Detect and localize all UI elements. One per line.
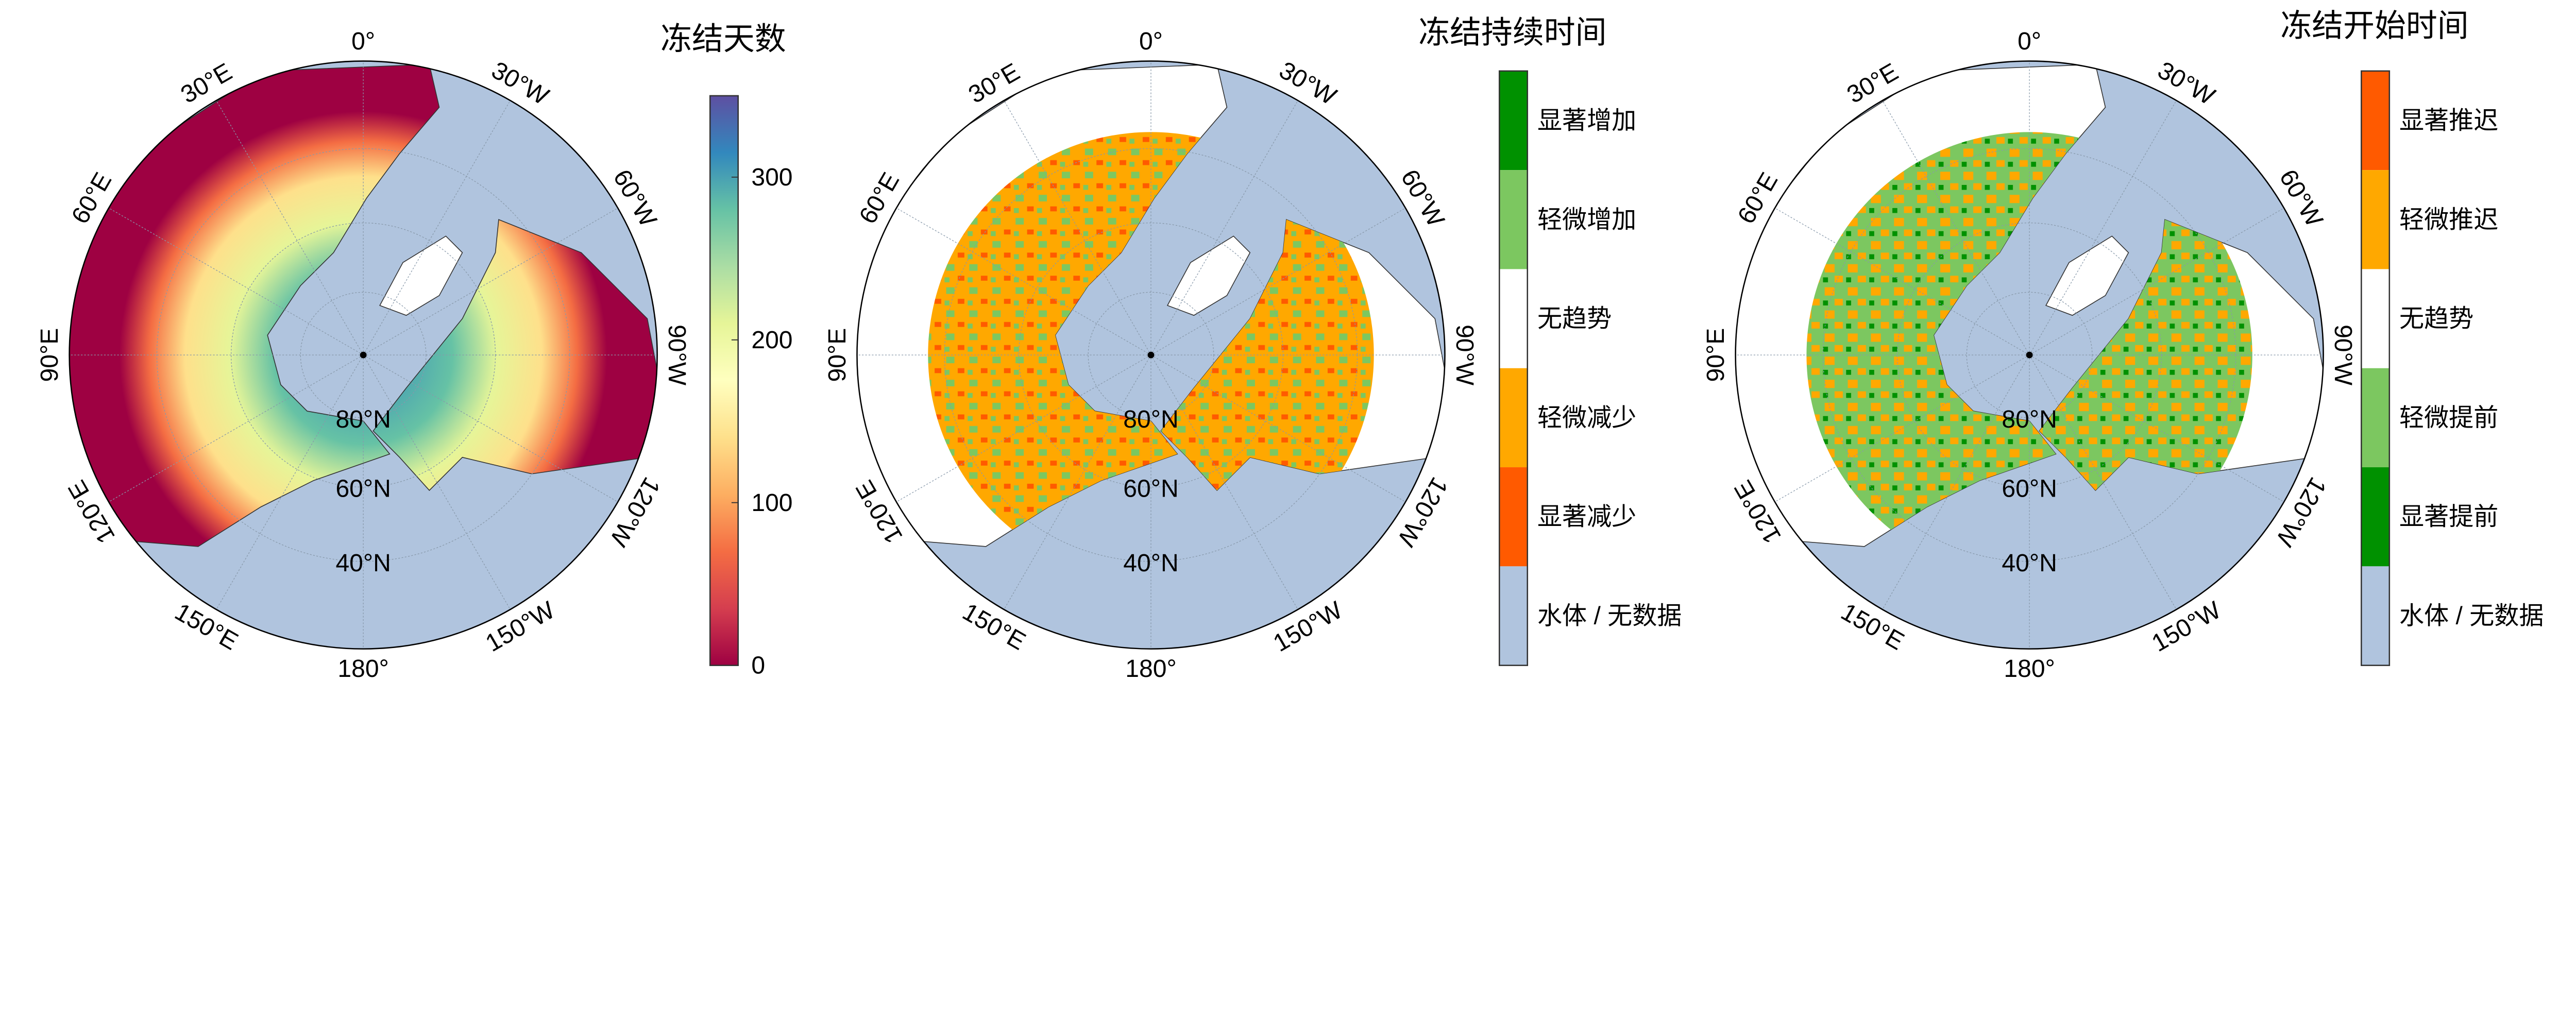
latitude-label: 80°N: [335, 405, 391, 433]
legend-label: 轻微减少: [1537, 404, 1636, 432]
meridian-line: [363, 208, 618, 355]
legend-swatch: [1499, 170, 1528, 269]
longitude-label: 90°E: [1702, 328, 1730, 382]
legend-swatch: [1499, 71, 1528, 171]
meridian-line: [216, 354, 364, 610]
colorbar-tick-label: 0: [751, 652, 765, 679]
legend-label: 显著增加: [1537, 107, 1636, 134]
latitude-label: 80°N: [1123, 405, 1178, 433]
legend-label: 轻微增加: [1537, 206, 1636, 233]
legend-swatch: [2361, 368, 2389, 468]
colorbar: [709, 95, 739, 666]
map-frame: [1735, 60, 2324, 650]
greenland-landmass: [379, 235, 463, 316]
meridian-line: [1150, 100, 1298, 355]
legend-label: 显著提前: [2399, 503, 2498, 531]
latitude-label: 40°N: [1123, 549, 1178, 577]
map-frame: [856, 60, 1446, 650]
longitude-label: 180°: [1125, 655, 1176, 683]
longitude-label: 180°: [337, 655, 388, 683]
meridian-line: [1150, 354, 1406, 502]
meridian-line: [216, 100, 364, 355]
map-panel-1: 80°N60°N40°N0°30°E60°E90°E120°E150°E180°…: [36, 27, 691, 683]
longitude-label: 0°: [2018, 27, 2041, 55]
panel-title: 冻结开始时间: [2280, 8, 2468, 43]
latitude-label: 40°N: [2002, 549, 2057, 577]
legend-label: 水体 / 无数据: [1537, 602, 1682, 630]
longitude-label: 180°: [2004, 655, 2055, 683]
legend-label: 水体 / 无数据: [2399, 602, 2544, 630]
meridian-line: [363, 354, 511, 610]
greenland-landmass: [1166, 235, 1251, 316]
legend-label: 无趋势: [2399, 305, 2473, 333]
legend-swatch: [1499, 368, 1528, 468]
meridian-line: [363, 354, 618, 502]
map-panel-3: 80°N60°N40°N0°30°E60°E90°E120°E150°E180°…: [1702, 27, 2357, 683]
legend-label: 轻微提前: [2399, 404, 2498, 432]
colorbar-tick-label: 200: [751, 326, 792, 354]
north-pole-marker: [1147, 351, 1155, 359]
latitude-label: 60°N: [1123, 475, 1178, 503]
latitude-label: 40°N: [335, 549, 391, 577]
longitude-label: 90°E: [36, 328, 63, 382]
legend-swatch: [1499, 467, 1528, 567]
meridian-line: [1882, 354, 2030, 610]
legend-label: 显著推迟: [2399, 107, 2498, 134]
legend-swatch: [1499, 566, 1528, 666]
longitude-label: 0°: [351, 27, 375, 55]
legend-label: 显著减少: [1537, 503, 1636, 531]
north-pole-marker: [2026, 351, 2033, 359]
map-frame: [69, 60, 658, 650]
meridian-line: [108, 208, 364, 355]
longitude-label: 90°E: [823, 328, 851, 382]
panels: 80°N60°N40°N0°30°E60°E90°E120°E150°E180°…: [36, 8, 2544, 683]
longitude-label: 90°W: [1451, 325, 1479, 386]
panel-title: 冻结持续时间: [1418, 14, 1606, 49]
legend-frame: [1498, 70, 1529, 666]
meridian-line: [2029, 354, 2177, 610]
meridian-line: [108, 354, 364, 502]
figure: 80°N60°N40°N0°30°E60°E90°E120°E150°E180°…: [36, 8, 2544, 683]
legend-swatch: [1499, 269, 1528, 368]
legend-swatch: [2361, 269, 2389, 368]
longitude-label: 0°: [1139, 27, 1163, 55]
meridian-line: [1150, 208, 1406, 355]
colorbar-tick-label: 300: [751, 163, 792, 191]
meridian-line: [363, 100, 511, 355]
meridian-line: [1882, 100, 2030, 355]
north-pole-marker: [360, 351, 367, 359]
meridian-line: [1150, 354, 1298, 610]
panel-title: 冻结天数: [660, 21, 786, 56]
meridian-line: [2029, 100, 2177, 355]
map-panel-2: 80°N60°N40°N0°30°E60°E90°E120°E150°E180°…: [823, 27, 1479, 683]
legend-swatch: [2361, 467, 2389, 567]
legend-frame: [2361, 70, 2391, 666]
latitude-label: 60°N: [335, 475, 391, 503]
longitude-label: 90°W: [663, 325, 691, 386]
legend-swatch: [2361, 566, 2389, 666]
latitude-label: 60°N: [2002, 475, 2057, 503]
colorbar-tick-label: 100: [751, 489, 792, 517]
legend-label: 轻微推迟: [2399, 206, 2498, 233]
latitude-label: 80°N: [2002, 405, 2057, 433]
greenland-landmass: [2045, 235, 2129, 316]
legend-swatch: [2361, 170, 2389, 269]
longitude-label: 90°W: [2329, 325, 2357, 386]
legend-label: 无趋势: [1537, 305, 1612, 333]
legend-swatch: [2361, 71, 2389, 171]
